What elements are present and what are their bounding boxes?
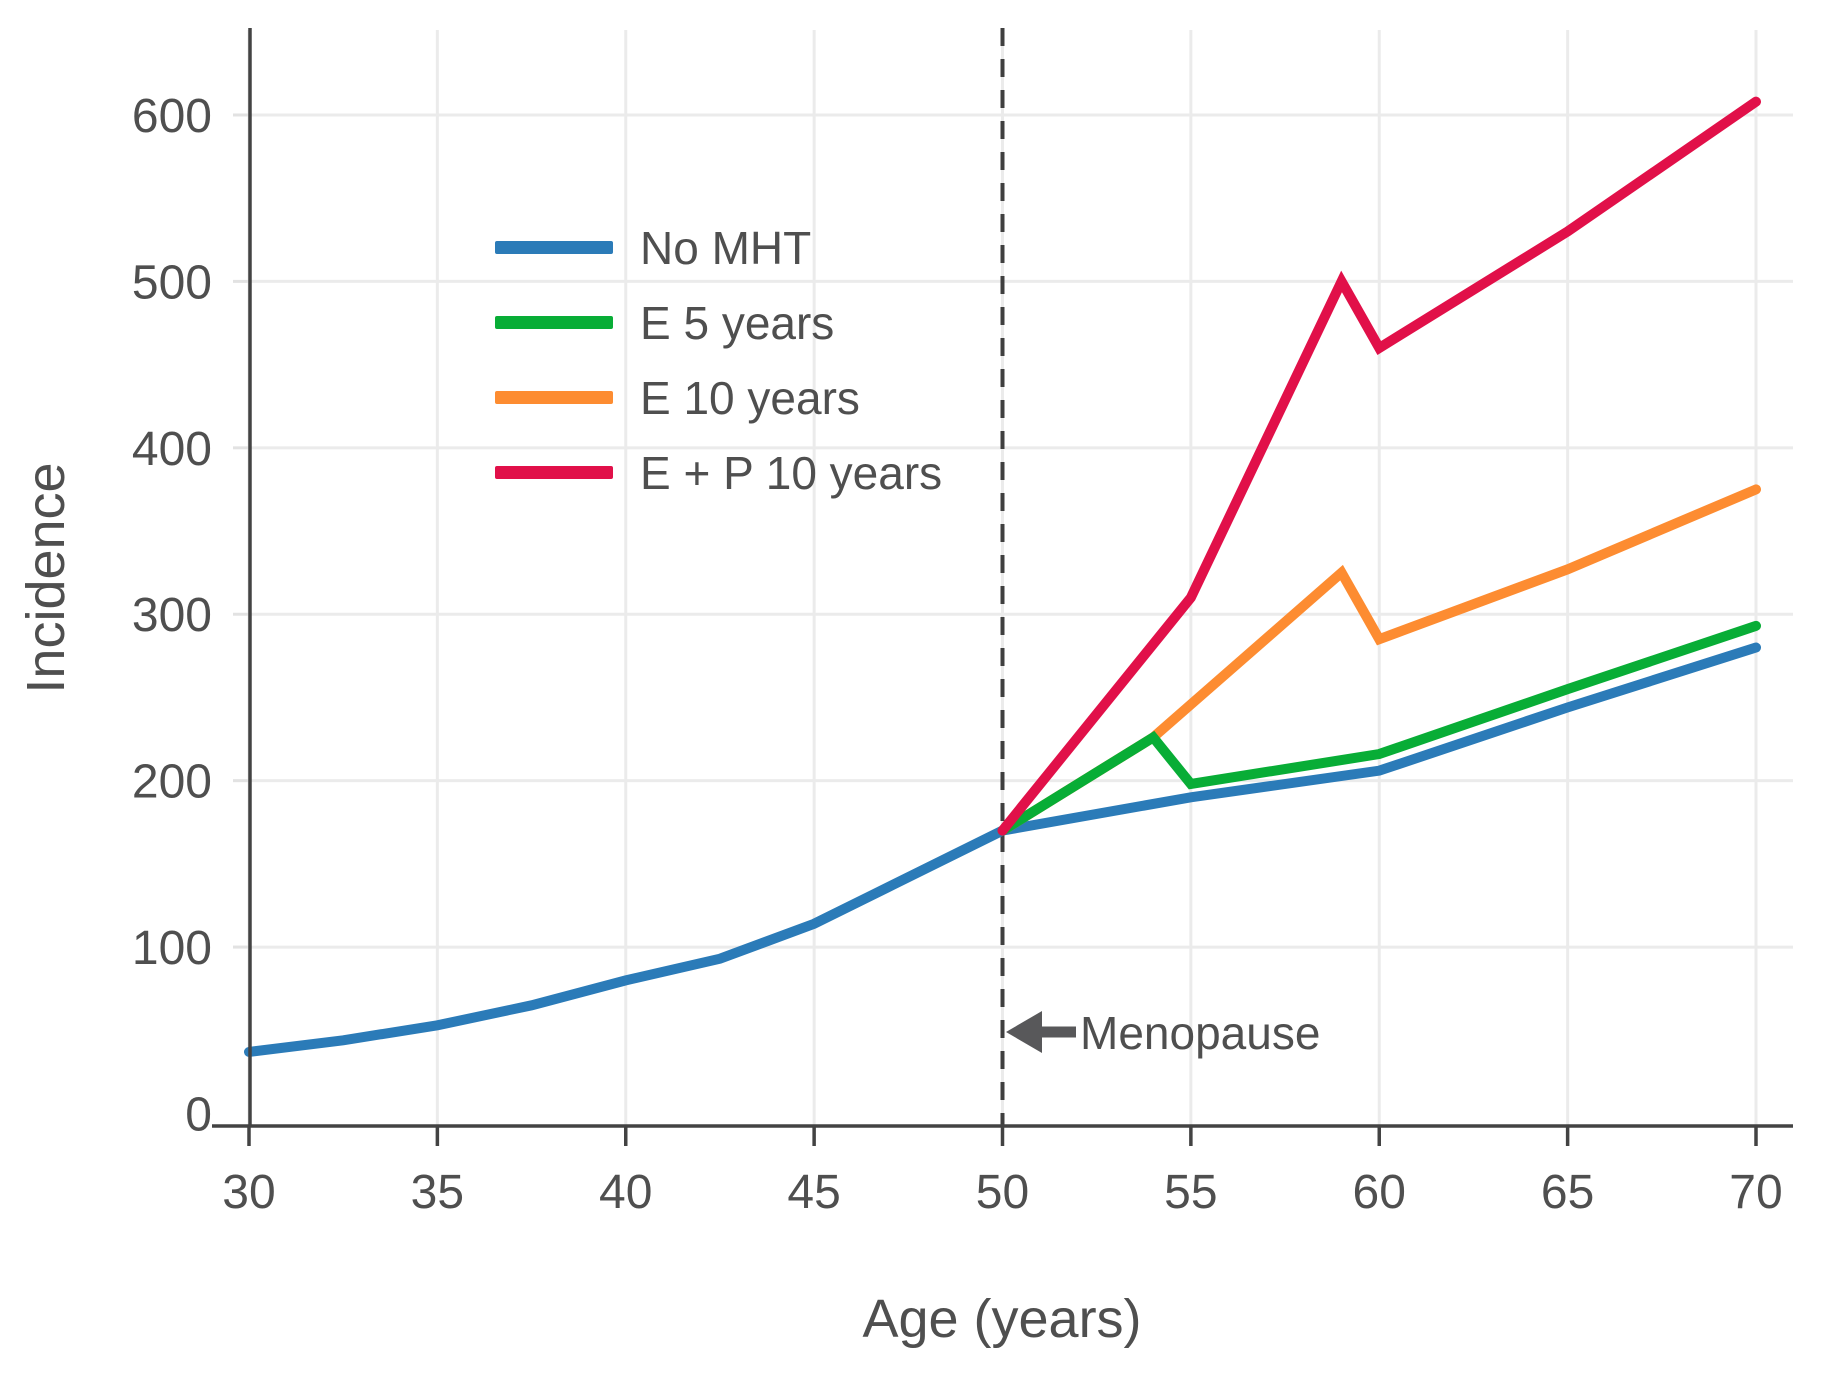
x-tick-label: 30 [222,1166,275,1219]
legend-label: E + P 10 years [640,446,943,499]
legend-label: E 10 years [640,371,860,424]
line-no-mht [244,642,1761,1057]
menopause-annotation: Menopause [1080,1007,1321,1059]
x-tick-label: 60 [1353,1166,1406,1219]
y-tick-label: 200 [132,756,212,809]
legend-label: No MHT [640,221,812,274]
legend-item: E + P 10 years [495,435,942,510]
y-tick-label: 0 [185,1089,212,1142]
x-tick-label: 65 [1541,1166,1594,1219]
x-tick-label: 45 [787,1166,840,1219]
menopause-arrow-icon [1006,1011,1042,1053]
y-axis-title: Incidence [16,462,76,694]
line-e-p-10-years [997,96,1761,836]
x-tick-label: 55 [1164,1166,1217,1219]
x-tick-label: 35 [411,1166,464,1219]
legend-swatch [495,241,613,254]
y-tick-label: 400 [132,423,212,476]
legend-swatch [495,316,613,329]
legend-item: No MHT [495,210,942,285]
legend-swatch [495,391,613,404]
legend-label: E 5 years [640,296,835,349]
x-tick-label: 40 [599,1166,652,1219]
y-tick-label: 300 [132,589,212,642]
x-tick-label: 70 [1729,1166,1782,1219]
menopause-arrow-icon [1039,1026,1076,1038]
legend-item: E 10 years [495,360,942,435]
legend-swatch [495,466,613,479]
x-axis-title: Age (years) [862,1289,1142,1349]
y-tick-label: 600 [132,90,212,143]
legend: No MHT E 5 years E 10 years E + P 10 yea… [495,210,942,510]
x-tick-label: 50 [976,1166,1029,1219]
y-tick-label: 500 [132,256,212,309]
y-tick-label: 100 [132,922,212,975]
line-e-5-years [997,620,1761,836]
legend-item: E 5 years [495,285,942,360]
